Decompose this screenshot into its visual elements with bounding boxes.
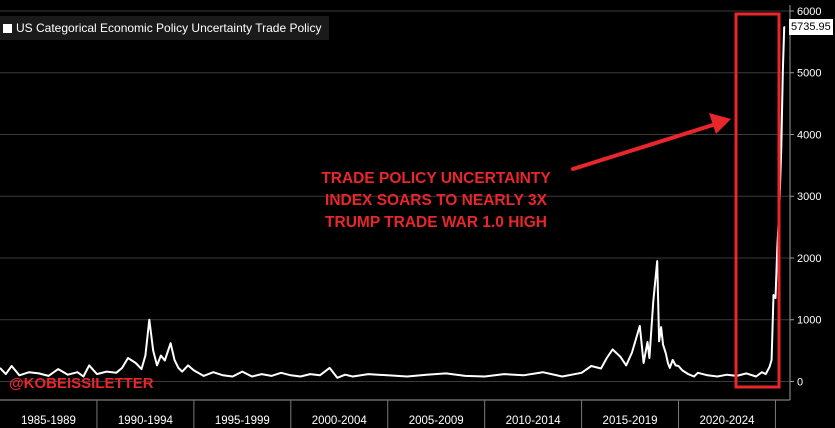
arrow-head-icon: [709, 113, 731, 134]
x-tick-label: 1995-1999: [215, 415, 270, 427]
x-tick-label: 2000-2004: [312, 415, 368, 427]
y-tick-label: 5000: [797, 68, 821, 80]
legend-swatch-icon: [3, 23, 12, 33]
x-axis: 1985-1989 1990-1994 1995-1999 2000-2004 2005…: [0, 399, 790, 428]
y-tick-label: 2000: [797, 253, 821, 265]
x-tick-label: 2020-2024: [699, 415, 755, 427]
last-value-badge: 5735.95: [789, 19, 833, 35]
y-tick-label: 6000: [797, 6, 821, 18]
y-axis: 0 1000 2000 3000 4000 5000 6000: [789, 5, 821, 400]
x-tick-label: 2010-2014: [506, 415, 562, 427]
chart-legend: US Categorical Economic Policy Uncertain…: [0, 16, 330, 40]
x-tick-label: 1985-1989: [21, 415, 76, 427]
annotation-line-3: TRUMP TRADE WAR 1.0 HIGH: [325, 214, 547, 231]
legend-label: US Categorical Economic Policy Uncertain…: [16, 21, 322, 35]
series-line: [0, 26, 786, 379]
annotation-line-1: TRADE POLICY UNCERTAINTY: [321, 170, 551, 187]
author-handle: @KOBEISSILETTER: [9, 375, 154, 392]
x-tick-label: 2015-2019: [603, 415, 658, 427]
arrow-shaft: [571, 122, 718, 171]
highlight-box: [734, 12, 781, 389]
y-tick-label: 0: [797, 376, 803, 388]
grid-lines: [0, 10, 790, 382]
x-tick-label: 1990-1994: [118, 415, 174, 427]
y-tick-label: 3000: [797, 191, 821, 203]
annotation-text: TRADE POLICY UNCERTAINTY INDEX SOARS TO …: [300, 168, 572, 234]
annotation-line-2: INDEX SOARS TO NEARLY 3X: [325, 192, 547, 209]
highlight-layer: [571, 12, 781, 389]
y-tick-label: 1000: [797, 315, 821, 327]
y-tick-label: 4000: [797, 129, 821, 141]
x-tick-label: 2005-2009: [409, 415, 464, 427]
